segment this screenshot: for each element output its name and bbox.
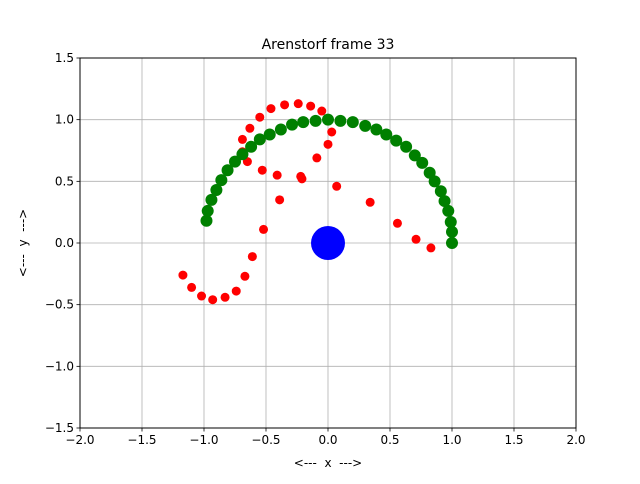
data-point: [247, 252, 257, 262]
x-tick-label: 1.5: [504, 433, 523, 447]
data-point: [266, 104, 276, 114]
data-point: [346, 116, 359, 129]
data-point: [178, 270, 188, 280]
data-point: [297, 116, 310, 129]
data-point: [215, 174, 228, 187]
data-point: [334, 114, 347, 127]
y-tick-label: −1.5: [45, 421, 74, 435]
x-tick-label: −0.5: [251, 433, 280, 447]
data-point: [245, 140, 258, 153]
data-point: [365, 197, 375, 207]
data-point: [231, 286, 241, 296]
data-point: [312, 153, 322, 163]
data-point: [306, 101, 316, 111]
y-tick-label: 1.5: [55, 51, 74, 65]
data-point: [240, 271, 250, 281]
x-tick-label: −1.0: [189, 433, 218, 447]
data-point: [442, 204, 455, 217]
data-point: [245, 123, 255, 133]
y-tick-label: 0.5: [55, 174, 74, 188]
x-tick-label: 1.0: [442, 433, 461, 447]
data-point: [426, 243, 436, 253]
data-point: [293, 99, 303, 109]
data-point: [200, 214, 213, 227]
data-point: [274, 123, 287, 136]
data-point: [317, 106, 327, 116]
x-tick-label: −2.0: [65, 433, 94, 447]
data-point: [423, 166, 436, 179]
data-point: [408, 149, 421, 162]
x-tick-label: −1.5: [127, 433, 156, 447]
data-point: [236, 148, 249, 161]
data-point: [392, 218, 402, 228]
data-point: [275, 195, 285, 205]
data-point: [205, 193, 218, 206]
data-point: [390, 134, 403, 147]
y-tick-label: 1.0: [55, 113, 74, 127]
data-point: [359, 119, 372, 132]
data-point: [272, 170, 282, 180]
data-point: [259, 224, 269, 234]
data-point: [416, 156, 429, 169]
data-point: [400, 140, 413, 153]
data-point: [201, 204, 214, 217]
y-tick-label: −1.0: [45, 359, 74, 373]
chart-title: Arenstorf frame 33: [262, 37, 395, 53]
data-point: [229, 155, 241, 168]
data-point: [311, 226, 345, 260]
data-point: [210, 183, 223, 196]
data-point: [253, 133, 266, 146]
x-axis-label: <--- x --->: [294, 456, 362, 470]
data-points: [178, 99, 458, 305]
data-point: [438, 195, 451, 208]
data-point: [257, 165, 267, 175]
data-point: [197, 291, 207, 301]
data-point: [327, 127, 337, 137]
data-point: [370, 123, 383, 136]
data-point: [221, 164, 234, 177]
data-point: [286, 118, 299, 131]
data-point: [237, 134, 247, 144]
data-point: [411, 234, 421, 244]
data-point: [263, 128, 276, 141]
data-point: [444, 216, 457, 229]
data-point: [296, 171, 306, 181]
data-point: [220, 292, 230, 302]
y-tick-label: 0.0: [55, 236, 74, 250]
y-tick-label: −0.5: [45, 298, 74, 312]
x-tick-label: 0.5: [380, 433, 399, 447]
data-point: [280, 100, 290, 110]
data-point: [446, 237, 458, 249]
data-point: [255, 112, 265, 122]
data-point: [434, 185, 447, 198]
data-point: [446, 225, 458, 238]
x-tick-label: 2.0: [566, 433, 585, 447]
data-point: [332, 181, 342, 191]
x-tick-label: 0.0: [318, 433, 337, 447]
data-point: [309, 114, 322, 127]
data-point: [323, 139, 333, 149]
data-point: [208, 295, 218, 305]
data-point: [322, 113, 334, 126]
data-point: [187, 282, 197, 292]
y-axis-label: <--- y --->: [16, 209, 30, 277]
axis-ticks: −2.0 −1.5 −1.0 −0.5 0.0 0.5 1.0 1.5 2.0−1.5−1.0−…: [45, 51, 586, 447]
data-point: [380, 128, 393, 141]
